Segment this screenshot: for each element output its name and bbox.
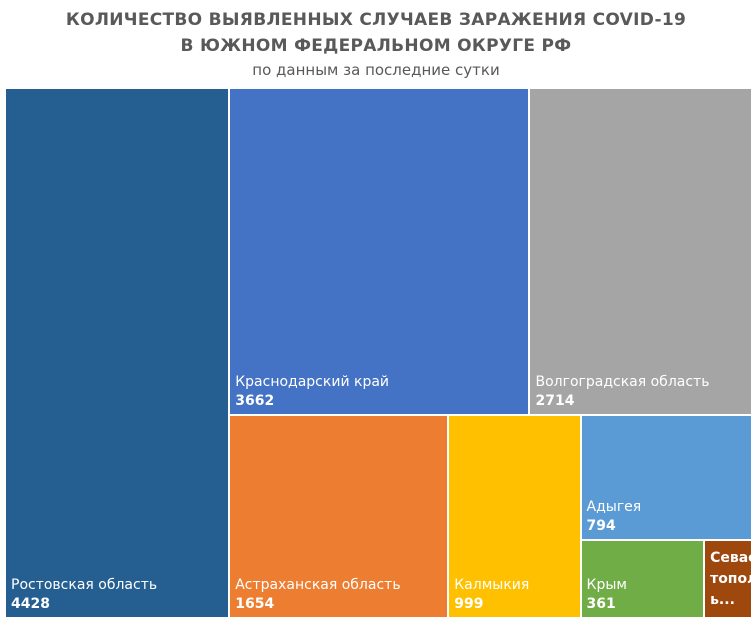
- tile-value: 361: [586, 595, 616, 612]
- tile-name: Севастополь...: [710, 549, 752, 608]
- tile-label: Севастополь...: [710, 548, 752, 611]
- treemap-tile: Краснодарский край 3662: [229, 88, 530, 416]
- tile-label: Астраханская область 1654: [235, 576, 443, 614]
- tile-label: Краснодарский край 3662: [235, 373, 524, 411]
- tile-name: Ростовская область: [11, 577, 158, 593]
- treemap-tile: Калмыкия 999: [448, 415, 581, 618]
- tile-value: 794: [586, 517, 616, 534]
- chart-subtitle: по данным за последние сутки: [252, 61, 500, 79]
- chart-title-block: КОЛИЧЕСТВО ВЫЯВЛЕННЫХ СЛУЧАЕВ ЗАРАЖЕНИЯ …: [0, 0, 752, 80]
- tile-name: Астраханская область: [235, 576, 401, 593]
- tile-label: Калмыкия 999: [454, 576, 575, 614]
- tile-name: Калмыкия: [454, 576, 530, 593]
- tile-name: Адыгея: [586, 498, 642, 515]
- tile-name: Волгоградская область: [535, 374, 710, 391]
- tile-name: Крым: [586, 576, 627, 593]
- treemap-tile: Адыгея 794: [580, 415, 752, 540]
- tile-label: Ростовская область 4428: [11, 576, 224, 614]
- tile-label: Волгоградская область 2714: [535, 373, 747, 411]
- treemap-tile: Ростовская область 4428: [5, 88, 230, 618]
- tile-name: Краснодарский край: [235, 374, 390, 391]
- tile-value: 2714: [535, 393, 575, 410]
- chart-title-line-1: КОЛИЧЕСТВО ВЫЯВЛЕННЫХ СЛУЧАЕВ ЗАРАЖЕНИЯ …: [65, 10, 687, 30]
- tile-value: 4428: [11, 596, 50, 612]
- treemap-tile: Волгоградская область 2714: [529, 88, 752, 416]
- tile-label: Адыгея 794: [587, 498, 747, 536]
- treemap-tile: Севастополь...: [704, 539, 752, 618]
- treemap-tile: Крым 361: [580, 539, 705, 618]
- tile-value: 3662: [235, 393, 275, 410]
- tile-value: 999: [454, 595, 484, 612]
- treemap-tile: Астраханская область 1654: [229, 415, 449, 618]
- tile-label: Крым 361: [587, 576, 700, 614]
- tile-value: 1654: [235, 595, 275, 612]
- chart-title-line-2: В ЮЖНОМ ФЕДЕРАЛЬНОМ ОКРУГЕ РФ: [180, 36, 572, 56]
